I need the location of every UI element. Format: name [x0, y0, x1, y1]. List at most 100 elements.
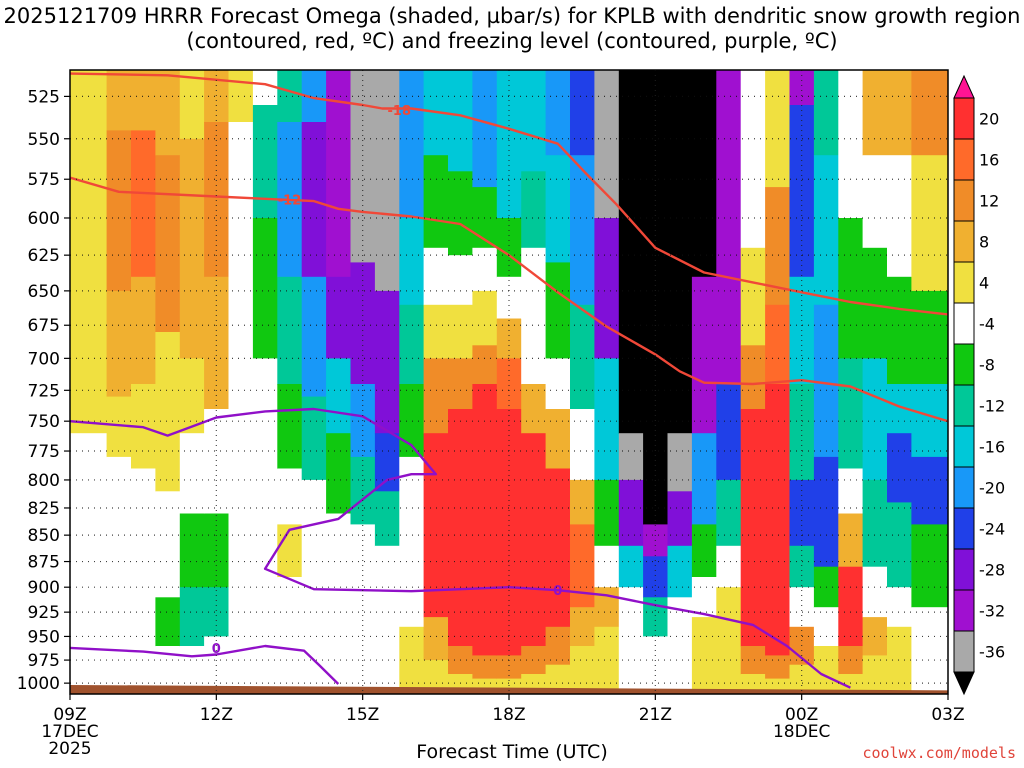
- omega-cell: [301, 276, 327, 398]
- y-tick-label: 875: [28, 553, 60, 573]
- omega-cell: [570, 409, 595, 481]
- freezing-level-contours: 00: [70, 407, 851, 689]
- omega-cell: [496, 276, 522, 320]
- omega-cell: [740, 646, 766, 675]
- omega-cell: [911, 524, 948, 608]
- colorbar-label: -28: [979, 561, 1005, 580]
- omega-cell: [70, 433, 108, 694]
- omega-cell: [545, 409, 571, 470]
- omega-cell: [179, 70, 205, 140]
- omega-cell: [691, 577, 717, 618]
- omega-cell: [618, 479, 644, 547]
- omega-cell: [545, 155, 571, 264]
- omega-cell: [496, 655, 522, 680]
- omega-cell: [765, 304, 791, 385]
- omega-cell: [887, 70, 912, 156]
- omega-cell: [789, 105, 815, 278]
- omega-cell: [838, 468, 864, 515]
- x-tick-sublabel: 17DEC: [41, 722, 98, 742]
- x-tick-label: 15Z: [346, 705, 379, 725]
- omega-cell: [789, 664, 815, 694]
- y-tick-label: 975: [28, 651, 60, 671]
- omega-shading: [70, 70, 948, 694]
- x-tick-label: 12Z: [200, 705, 233, 725]
- x-tick-label: 03Z: [931, 705, 964, 725]
- y-tick-label: 750: [28, 412, 60, 432]
- x-axis-title: Forecast Time (UTC): [416, 741, 608, 763]
- omega-cell: [789, 479, 815, 547]
- omega-cell: [570, 524, 595, 608]
- omega-cell: [618, 433, 644, 481]
- omega-cell: [813, 70, 839, 156]
- omega-cell: [496, 318, 522, 359]
- omega-cell: [350, 524, 376, 694]
- omega-cell: [179, 358, 205, 434]
- omega-cell: [374, 290, 400, 434]
- terrain-fill: [70, 684, 948, 694]
- omega-cell: [862, 155, 888, 249]
- omega-cell: [570, 304, 595, 410]
- omega-cell: [204, 587, 230, 637]
- omega-cell: [448, 409, 473, 647]
- omega-cell: [326, 70, 352, 278]
- colorbar-label: -12: [979, 397, 1005, 416]
- omega-cell: [667, 433, 693, 492]
- omega-cell: [301, 479, 327, 525]
- omega-cell: [423, 358, 449, 434]
- omega-cell: [155, 597, 181, 647]
- omega-cell: [448, 171, 473, 256]
- x-tick-label: 21Z: [639, 705, 672, 725]
- omega-cell: [740, 345, 766, 410]
- omega-cell: [740, 70, 766, 249]
- omega-cell: [911, 290, 948, 385]
- omega-cell: [716, 70, 742, 385]
- omega-cell: [179, 587, 205, 647]
- omega-cell: [326, 513, 352, 694]
- omega-cell: [423, 304, 449, 359]
- omega-cell: [521, 384, 547, 434]
- omega-cell: [106, 290, 132, 398]
- colorbar-label: 20: [979, 110, 999, 129]
- omega-cell: [667, 70, 693, 434]
- colorbar-label: 8: [979, 233, 989, 252]
- omega-cell: [448, 304, 473, 359]
- chart-title: 2025121709 HRRR Forecast Omega (shaded, …: [3, 4, 1021, 53]
- omega-cell: [716, 587, 742, 637]
- omega-cell: [765, 655, 791, 680]
- omega-cell: [862, 617, 888, 656]
- omega-cell: [70, 70, 108, 385]
- omega-cell: [423, 155, 449, 249]
- omega-cell: [862, 358, 888, 481]
- omega-cell: [326, 276, 352, 359]
- omega-cell: [740, 247, 766, 346]
- omega-cell: [862, 70, 888, 156]
- grid-lines: [70, 70, 948, 694]
- omega-cell: [204, 276, 230, 410]
- omega-cell: [813, 607, 839, 647]
- omega-cell: [618, 636, 644, 694]
- omega-cell: [716, 384, 742, 481]
- freezing-contour-label: 0: [212, 642, 221, 657]
- omega-cell: [594, 358, 620, 481]
- omega-cell: [740, 409, 766, 647]
- omega-cell: [277, 384, 303, 470]
- omega-cell: [155, 155, 181, 333]
- omega-cell: [326, 433, 352, 514]
- omega-cell: [228, 122, 254, 359]
- omega-cell: [179, 513, 205, 588]
- omega-cell: [70, 384, 108, 434]
- colorbar-label: -16: [979, 438, 1005, 457]
- x-tick-label: 09Z: [53, 705, 86, 725]
- omega-cell: [911, 384, 948, 458]
- y-tick-label: 700: [28, 349, 60, 369]
- omega-cell: [594, 479, 620, 547]
- colorbar-label: 16: [979, 151, 999, 170]
- omega-cell: [521, 171, 547, 249]
- omega-cell: [350, 70, 376, 263]
- colorbar-label: -8: [979, 356, 995, 375]
- omega-cell: [887, 155, 912, 278]
- omega-cell: [131, 468, 156, 694]
- omega-cell: [618, 70, 644, 434]
- y-tick-label: 775: [28, 442, 60, 462]
- y-tick-label: 950: [28, 627, 60, 647]
